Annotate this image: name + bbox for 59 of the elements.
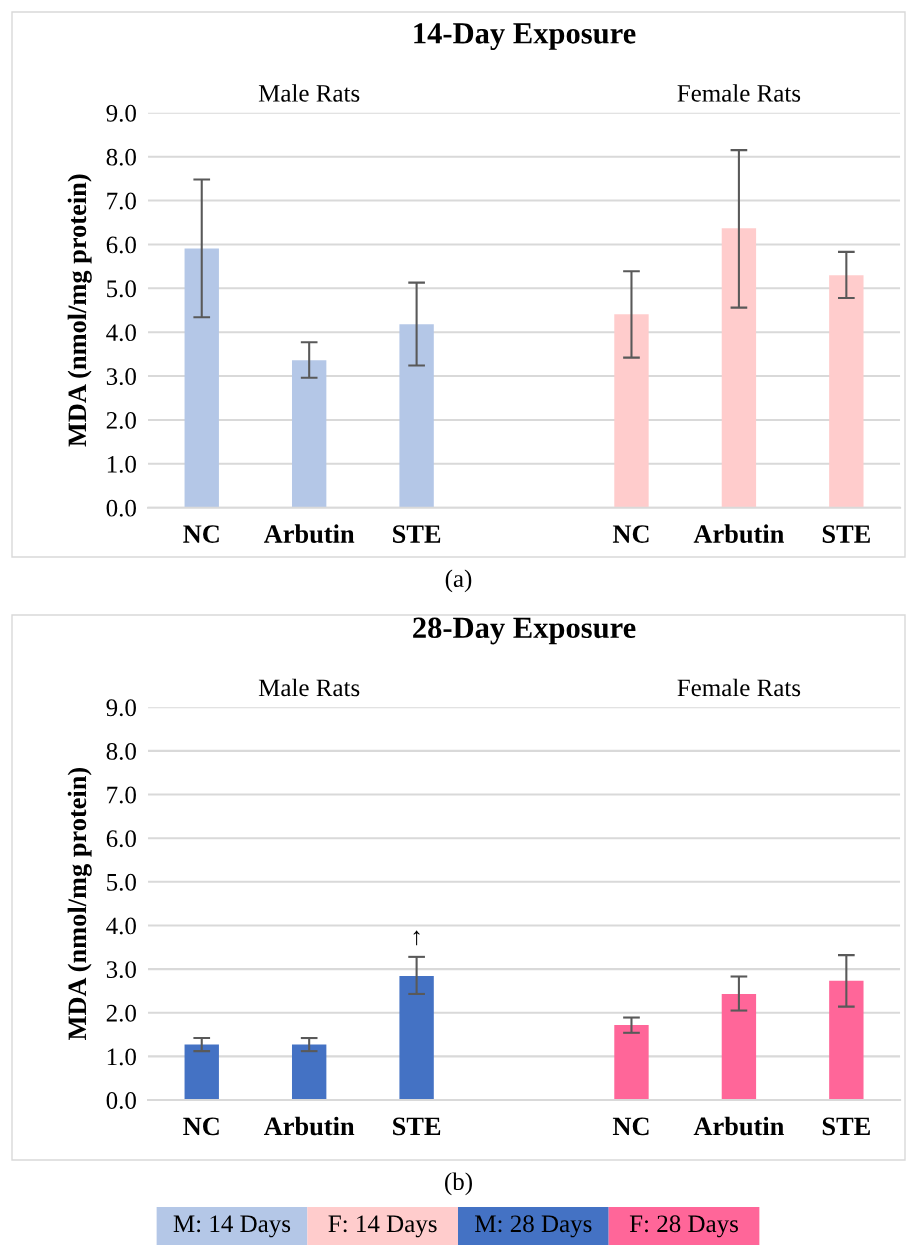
x-tick-label: Arbutin xyxy=(263,1116,355,1136)
x-tick-label: NC xyxy=(612,1117,649,1136)
y-tick-label: 7.0 xyxy=(107,192,136,210)
text: (b) xyxy=(445,1172,472,1196)
y-tick-label: 9.0 xyxy=(106,104,136,122)
x-tick-label: STE xyxy=(393,1117,441,1136)
y-tick-label: 5.0 xyxy=(107,280,136,298)
y-tick-label: 0.0 xyxy=(106,1092,136,1110)
bar xyxy=(184,1044,219,1101)
x-tick-label: Arbutin xyxy=(693,1116,784,1136)
y-tick-label: 3.0 xyxy=(106,368,136,386)
y-tick-label: 1.0 xyxy=(107,1048,136,1066)
x-tick-label: NC xyxy=(183,525,219,543)
x-tick-label: STE xyxy=(822,1117,870,1136)
y-tick-label: 5.0 xyxy=(107,873,136,891)
bar xyxy=(291,1044,327,1101)
bar xyxy=(721,228,757,508)
x-tick-label: STE xyxy=(393,525,441,543)
y-tick-label: 1.0 xyxy=(107,455,136,473)
x-tick-label: Arbutin xyxy=(263,524,355,543)
bar xyxy=(399,976,434,1101)
chart-title: 14-Day Exposure xyxy=(414,23,636,50)
y-tick-label: 3.0 xyxy=(106,961,136,979)
text: Male Rats xyxy=(258,84,360,102)
bar xyxy=(614,1024,649,1101)
text: Male Rats xyxy=(258,678,360,697)
y-tick-label: 2.0 xyxy=(106,411,136,429)
y-tick-label: 7.0 xyxy=(107,786,136,804)
bar xyxy=(184,248,219,508)
y-axis-title: MDA (nmol/mg protein) xyxy=(67,174,92,447)
text: Female Rats xyxy=(677,84,801,102)
bar xyxy=(614,314,649,508)
text: (a) xyxy=(445,569,472,593)
x-tick-label: STE xyxy=(822,525,870,543)
chart-title: 28-Day Exposure xyxy=(413,617,636,645)
bar xyxy=(291,360,327,508)
text: F: 28 Days xyxy=(629,1215,738,1238)
text: M: 28 Days xyxy=(475,1215,592,1238)
y-tick-label: 4.0 xyxy=(106,917,136,935)
y-tick-label: 6.0 xyxy=(106,830,136,848)
bar xyxy=(399,324,434,508)
y-tick-label: 2.0 xyxy=(106,1004,136,1022)
bar xyxy=(829,980,864,1101)
y-axis-title: MDA (nmol/mg protein) xyxy=(67,767,92,1041)
text: F: 14 Days xyxy=(328,1215,437,1238)
text: M: 14 Days xyxy=(173,1215,291,1238)
annotation: ↑ xyxy=(413,930,420,946)
y-tick-label: 4.0 xyxy=(106,324,136,342)
text: Female Rats xyxy=(677,678,801,697)
x-tick-label: Arbutin xyxy=(693,524,784,543)
y-tick-label: 0.0 xyxy=(106,499,136,517)
x-tick-label: NC xyxy=(612,525,649,543)
y-tick-label: 9.0 xyxy=(106,699,136,717)
y-tick-label: 6.0 xyxy=(106,236,136,254)
y-tick-label: 8.0 xyxy=(106,742,136,760)
bar xyxy=(829,275,864,508)
y-tick-label: 8.0 xyxy=(106,148,136,166)
x-tick-label: NC xyxy=(183,1117,219,1136)
bar xyxy=(721,993,757,1101)
